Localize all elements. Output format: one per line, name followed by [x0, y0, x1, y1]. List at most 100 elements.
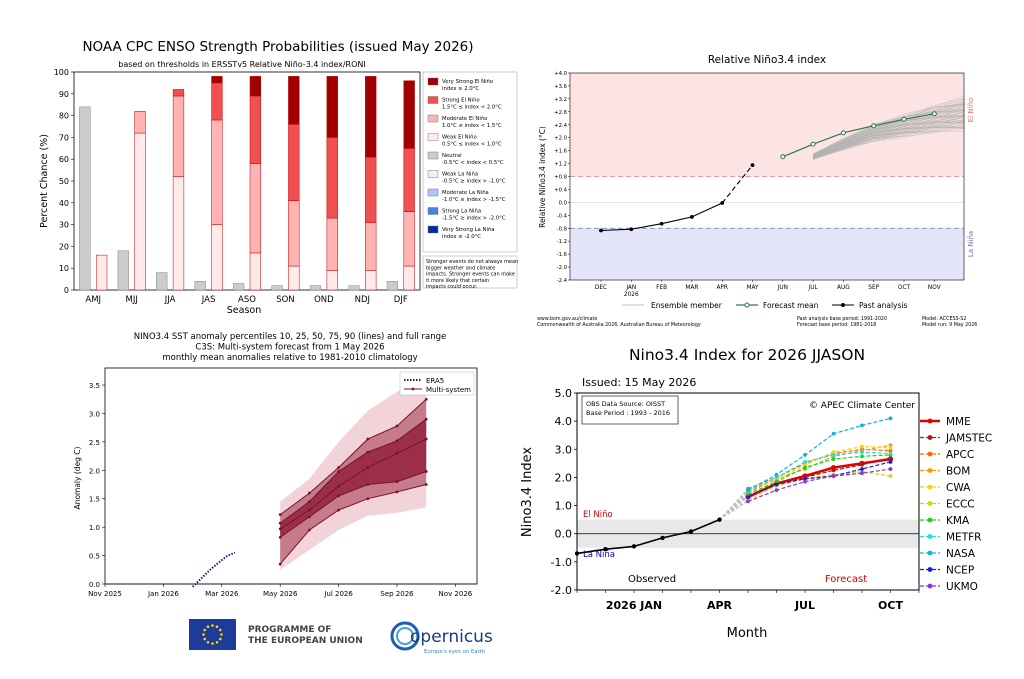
apec-model-point	[746, 492, 750, 497]
apec-xlabel: Month	[727, 626, 768, 641]
apec-legend-label: BOM	[946, 466, 970, 478]
c3s-legend-multi-label: Multi-system	[426, 386, 471, 394]
copernicus-tagline: Europe's eyes on Earth	[424, 649, 485, 655]
apec-credit: © APEC Climate Center	[809, 401, 915, 411]
apec-forecast-label: Forecast	[825, 574, 867, 585]
noaa-bar-warm	[172, 95, 185, 177]
c3s-percentile-point	[395, 490, 399, 494]
c3s-legend-multi-marker	[411, 387, 415, 391]
apec-observed-point	[660, 535, 665, 541]
apec-model-line	[747, 461, 891, 498]
bom-ytick-label: +1.6	[554, 149, 567, 155]
noaa-note-line: it more likely that certain	[426, 278, 489, 284]
noaa-ytick-label: 10	[59, 264, 69, 273]
apec-elnino-label: El Niño	[583, 510, 613, 520]
noaa-bar-warm	[134, 110, 146, 134]
noaa-subtitle: based on thresholds in ERSSTv5 Relative …	[118, 60, 366, 69]
apec-legend: MME JAMSTEC APCC BOM CWA ECCC KMA METFR NASA NCEP…	[920, 416, 992, 593]
bom-ensemble-member	[812, 101, 965, 156]
eu-star-icon	[220, 633, 223, 636]
noaa-legend-swatch	[427, 96, 439, 104]
bom-link-point	[750, 163, 755, 168]
apec-legend-marker	[927, 550, 933, 556]
bom-ytick-label: -1.6	[557, 252, 568, 258]
noaa-ytick-label: 80	[59, 112, 69, 121]
noaa-bar-neutral	[194, 281, 206, 291]
c3s-title-line: C3S: Multi-system forecast from 1 May 20…	[195, 343, 384, 353]
c3s-percentile-point	[337, 508, 340, 512]
c3s-title: NINO3.4 SST anomaly percentiles 10, 25, …	[134, 332, 447, 363]
bom-ytick-label: -0.4	[557, 213, 568, 219]
apec-observed-point	[688, 529, 694, 534]
noaa-bar-warm	[326, 270, 338, 291]
noaa-bar-neutral	[309, 285, 322, 291]
copernicus-logo-icon	[390, 621, 420, 651]
bom-ytick-label: +2.8	[554, 110, 567, 116]
apec-model-point	[888, 451, 893, 456]
apec-ylabel: Nino3.4 Index	[520, 447, 535, 537]
eu-star-icon	[202, 633, 205, 636]
eu-programme-label: THE EUROPEAN UNION	[248, 636, 363, 646]
apec-model-point	[746, 488, 750, 492]
bom-ensemble-member	[813, 121, 965, 159]
noaa-legend-label: index ≥ 2.0°C	[442, 86, 479, 92]
noaa-bar-warm	[288, 265, 300, 291]
noaa-ytick-label: 70	[59, 133, 69, 142]
bom-xtick-label: JUL	[808, 285, 819, 291]
noaa-bar-warm	[403, 80, 415, 149]
noaa-legend-label: Moderate La Niña	[442, 190, 489, 196]
apec-model-point	[746, 499, 750, 504]
noaa-ytick-label: 30	[59, 221, 69, 230]
c3s-percentile-point	[424, 397, 428, 401]
apec-model-point	[860, 471, 864, 476]
noaa-bar-warm	[211, 82, 223, 121]
noaa-bar-warm	[288, 200, 300, 267]
apec-model-point	[888, 445, 893, 450]
c3s-title-line: monthly mean anomalies relative to 1981-…	[162, 353, 417, 363]
noaa-bars	[79, 76, 415, 291]
bom-forecast-point	[901, 116, 907, 122]
noaa-bar-warm	[403, 265, 415, 291]
apec-model-point	[860, 462, 864, 467]
c3s-percentile-point	[424, 483, 428, 486]
noaa-legend-swatch	[427, 151, 439, 160]
noaa-bar-neutral	[79, 106, 91, 291]
c3s-percentile-point	[395, 480, 399, 484]
bom-elnino-label: El Niño	[967, 98, 975, 123]
apec-legend-marker	[927, 451, 933, 457]
bom-ytick-label: +2.4	[554, 123, 567, 129]
apec-ytick-label: 4.0	[555, 415, 573, 428]
apec-model-point	[774, 475, 779, 480]
noaa-bar-warm	[365, 76, 377, 158]
c3s-percentile-point	[308, 500, 311, 503]
apec-model-point	[831, 450, 836, 454]
eu-star-icon	[218, 628, 222, 632]
apec-ytick-label: -2.0	[551, 584, 572, 597]
bom-forecast-line	[782, 113, 935, 158]
c3s-ytick-label: 2.0	[89, 467, 100, 475]
noaa-legend-label: Moderate El Niño	[442, 116, 487, 122]
noaa-bar-neutral	[348, 285, 360, 291]
eu-flag-icon	[189, 619, 236, 650]
apec-title: Nino3.4 Index for 2026 JJASON	[629, 346, 865, 364]
noaa-note-line: impacts could occur.	[426, 284, 478, 290]
c3s-ytick-label: 0.0	[89, 581, 100, 589]
noaa-xtick-label: DJF	[394, 295, 408, 305]
apec-legend-label: NCEP	[946, 565, 974, 577]
bom-lanina-label: La Niña	[967, 231, 975, 257]
apec-model-point	[830, 464, 837, 471]
noaa-xtick-label: JAS	[201, 295, 216, 305]
bom-ytick-label: +0.8	[554, 175, 567, 181]
bom-title: Relative Niño3.4 index	[708, 54, 826, 66]
bom-forecast-point	[810, 141, 816, 147]
apec-model-line	[747, 444, 891, 494]
bom-plot: +4.0 +3.6 +3.2 +2.8 +2.4 +2.0 +1.6 +1.2 +0.8 +0.4…	[554, 71, 965, 298]
apec-model-point	[831, 468, 836, 473]
noaa-bar-warm	[249, 76, 262, 97]
bom-footer-mid: Forecast base period: 1981-2018	[797, 322, 876, 328]
c3s-percentile-point	[366, 450, 370, 454]
apec-legend-label: JAMSTEC	[945, 433, 992, 445]
